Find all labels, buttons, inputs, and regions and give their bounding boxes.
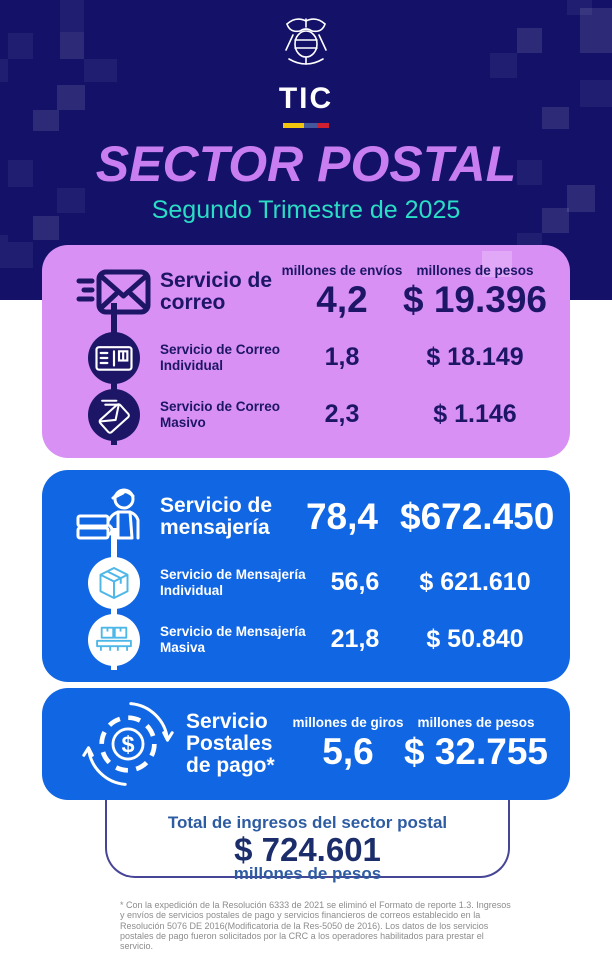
deco-square (517, 160, 542, 185)
deco-square (8, 160, 33, 187)
colombia-coat-of-arms-icon (0, 13, 612, 79)
mensajeria-masiva-row: Servicio de Mensajería Masiva 21,8 $ 50.… (42, 611, 570, 668)
correo-pesos-value: $ 19.396 (402, 279, 548, 320)
mensajeria-individual-label: Servicio de Mensajería Individual (160, 567, 306, 598)
svg-text:$: $ (121, 731, 134, 757)
courier-icon (68, 486, 160, 548)
pallet-icon (88, 613, 140, 666)
mail-speed-icon (68, 265, 160, 319)
total-label: Total de ingresos del sector postal (167, 813, 448, 832)
footnote: * Con la expedición de la Resolución 633… (120, 900, 511, 952)
deco-square (8, 33, 33, 59)
pago-pesos-value: $ 32.755 (403, 731, 548, 772)
card-servicio-correo: Servicio de correo millones de envíos 4,… (42, 245, 570, 458)
mensajeria-title: Servicio de mensajería (160, 494, 273, 539)
deco-square (517, 28, 542, 53)
total-value: $ 724.601 (234, 831, 381, 868)
deco-square (0, 235, 8, 268)
deco-square (0, 59, 8, 82)
mail-fly-icon (88, 388, 140, 441)
mensajeria-individual-envios: 56,6 (330, 568, 380, 596)
pago-col1-header: millones de giros (292, 715, 404, 730)
deco-square (580, 80, 612, 107)
deco-square (542, 107, 569, 129)
pago-giros-value: 5,6 (322, 731, 374, 772)
page-subtitle: Segundo Trimestre de 2025 (151, 196, 461, 224)
colombia-flag-bar (283, 123, 329, 128)
correo-individual-row: Servicio de Correo Individual 1,8 $ 18.1… (42, 329, 570, 386)
flag-red-segment (317, 123, 329, 128)
deco-square (60, 32, 84, 59)
mensajeria-main-row: Servicio de mensajería 78,4 $672.450 (42, 470, 570, 554)
mensajeria-individual-pesos: $ 621.610 (419, 568, 531, 596)
deco-square (580, 8, 612, 53)
correo-col2-header: millones de pesos (416, 263, 534, 278)
deco-square (84, 59, 117, 82)
deco-square (482, 251, 512, 277)
package-icon (88, 556, 140, 609)
pago-main-row: $ Servicio Postales de pago* millones de… (42, 688, 570, 800)
mintic-logo: TIC (0, 0, 612, 128)
mensajeria-masiva-label: Servicio de Mensajería Masiva (160, 624, 306, 655)
flag-yellow-segment (283, 123, 304, 128)
correo-individual-envios: 1,8 (324, 343, 360, 371)
correo-title: Servicio de correo (160, 269, 273, 314)
correo-individual-pesos: $ 18.149 (426, 343, 524, 371)
deco-square (33, 110, 59, 131)
deco-square (60, 0, 84, 32)
card-servicio-postales-pago: $ Servicio Postales de pago* millones de… (42, 688, 570, 800)
mensajeria-masiva-pesos: $ 50.840 (426, 625, 524, 653)
mensajeria-individual-row: Servicio de Mensajería Individual 56,6 $… (42, 554, 570, 611)
correo-envios-value: 4,2 (316, 279, 368, 320)
postcard-icon (88, 331, 140, 384)
deco-square (57, 85, 85, 110)
page-title: SECTOR POSTAL (95, 136, 517, 192)
money-cycle-icon: $ (70, 697, 186, 791)
correo-individual-label: Servicio de Correo Individual (160, 342, 281, 373)
flag-blue-segment (304, 123, 317, 128)
mensajeria-pesos-value: $672.450 (400, 496, 555, 537)
deco-square (542, 208, 569, 233)
correo-masivo-pesos: $ 1.146 (433, 400, 517, 428)
correo-masivo-row: Servicio de Correo Masivo 2,3 $ 1.146 (42, 386, 570, 443)
deco-square (490, 53, 517, 78)
correo-main-row: Servicio de correo millones de envíos 4,… (42, 245, 570, 329)
deco-square (567, 185, 595, 212)
correo-masivo-envios: 2,3 (324, 400, 360, 428)
correo-col1-header: millones de envíos (281, 263, 403, 278)
deco-square (33, 216, 59, 240)
correo-masivo-label: Servicio de Correo Masivo (160, 399, 281, 430)
card-servicio-mensajeria: Servicio de mensajería 78,4 $672.450 Ser… (42, 470, 570, 682)
deco-square (8, 242, 33, 268)
tic-logo-text: TIC (278, 82, 334, 115)
total-unit: millones de pesos (233, 864, 382, 883)
pago-title: Servicio Postales de pago* (186, 710, 275, 777)
total-section: Total de ingresos del sector postal $ 72… (105, 788, 510, 883)
deco-square (567, 0, 592, 15)
mensajeria-masiva-envios: 21,8 (330, 625, 380, 653)
pago-col2-header: millones de pesos (417, 715, 535, 730)
mensajeria-envios-value: 78,4 (305, 496, 378, 537)
deco-square (57, 188, 85, 213)
